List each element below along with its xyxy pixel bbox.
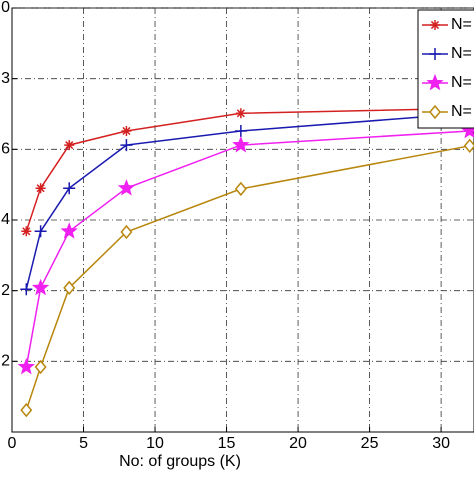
legend-label: N=: [451, 45, 472, 62]
marker: [120, 139, 133, 152]
legend-marker: [429, 104, 441, 120]
legend-label: N=: [451, 103, 472, 120]
x-axis-label: No: of groups (K): [119, 453, 241, 470]
y-tick-label: 3: [1, 70, 10, 87]
marker: [235, 108, 246, 119]
legend-marker: [429, 48, 441, 60]
y-tick-label: 0: [1, 0, 10, 16]
x-tick-label: 10: [146, 435, 164, 452]
x-tick-label: 5: [79, 435, 88, 452]
marker: [232, 136, 250, 153]
marker: [121, 125, 132, 136]
y-tick-label: 2: [1, 353, 10, 370]
marker: [117, 179, 136, 196]
marker: [20, 402, 33, 418]
x-tick-label: 30: [432, 435, 450, 452]
series-line: [25, 107, 470, 232]
marker: [120, 224, 133, 240]
marker: [21, 226, 32, 237]
marker: [17, 357, 35, 375]
series-line: [25, 145, 470, 411]
marker: [63, 280, 76, 296]
series-line: [25, 130, 470, 368]
marker: [34, 359, 47, 375]
marker: [35, 183, 46, 194]
legend-label: N=: [451, 16, 472, 33]
legend-marker: [426, 73, 444, 91]
y-tick-label: 6: [1, 141, 10, 158]
x-tick-label: 0: [8, 435, 17, 452]
marker: [63, 182, 76, 195]
legend-marker: [430, 20, 440, 30]
x-tick-label: 25: [361, 435, 379, 452]
marker: [463, 138, 474, 153]
marker: [20, 283, 33, 296]
y-tick-label: 4: [1, 211, 10, 228]
marker: [64, 140, 75, 151]
marker: [234, 124, 247, 137]
x-tick-label: 20: [289, 435, 307, 452]
legend-label: N=: [451, 74, 472, 91]
y-tick-label: 2: [1, 282, 10, 299]
marker: [34, 225, 47, 238]
marker: [461, 121, 474, 139]
series-line: [25, 112, 470, 290]
marker: [60, 222, 78, 239]
marker: [234, 181, 247, 197]
marker: [31, 278, 50, 296]
x-tick-label: 15: [218, 435, 236, 452]
legend: [417, 9, 474, 129]
